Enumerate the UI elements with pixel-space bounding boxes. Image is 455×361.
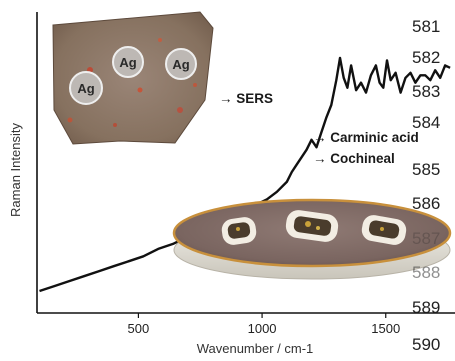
line-number-588: 588	[412, 263, 440, 282]
line-number-582: 582	[412, 48, 440, 67]
textile-swatch	[52, 11, 214, 145]
annotation-sers: → SERS	[219, 91, 273, 106]
ag-label-3: Ag	[172, 57, 189, 72]
line-number-585: 585	[412, 160, 440, 179]
textile-sample-photo: Ag Ag Ag	[52, 11, 214, 145]
line-number-583: 583	[412, 82, 440, 101]
ag-marker-3: Ag	[165, 48, 197, 80]
ag-label-1: Ag	[77, 81, 94, 96]
line-number-581: 581	[412, 17, 440, 36]
petri-dish-photo	[172, 198, 452, 280]
line-numbers: 581 582 583 584 585 586 587 588 589 590	[412, 17, 440, 354]
x-axis-title: Wavenumber / cm-1	[197, 341, 314, 356]
x-ticks: 500 1000 1500	[128, 313, 400, 336]
x-tick-label-1000: 1000	[248, 321, 277, 336]
y-axis-title: Raman Intensity	[8, 123, 23, 217]
ag-marker-1: Ag	[69, 71, 103, 105]
x-tick-label-500: 500	[128, 321, 150, 336]
ag-label-2: Ag	[119, 55, 136, 70]
ag-marker-2: Ag	[112, 46, 144, 78]
line-number-587: 587	[412, 229, 440, 248]
line-number-589: 589	[412, 298, 440, 317]
annotation-carminic-acid: → Carminic acid	[313, 130, 419, 145]
spectrum-line	[39, 56, 451, 293]
line-number-584: 584	[412, 113, 440, 132]
x-tick-label-1500: 1500	[371, 321, 400, 336]
sample-fragment-1	[221, 217, 257, 245]
sample-fragment-2	[285, 210, 339, 242]
annotation-cochineal: → Cochineal	[313, 151, 395, 166]
line-number-590: 590	[412, 335, 440, 354]
line-number-586: 586	[412, 194, 440, 213]
sample-fragment-3	[361, 215, 407, 245]
